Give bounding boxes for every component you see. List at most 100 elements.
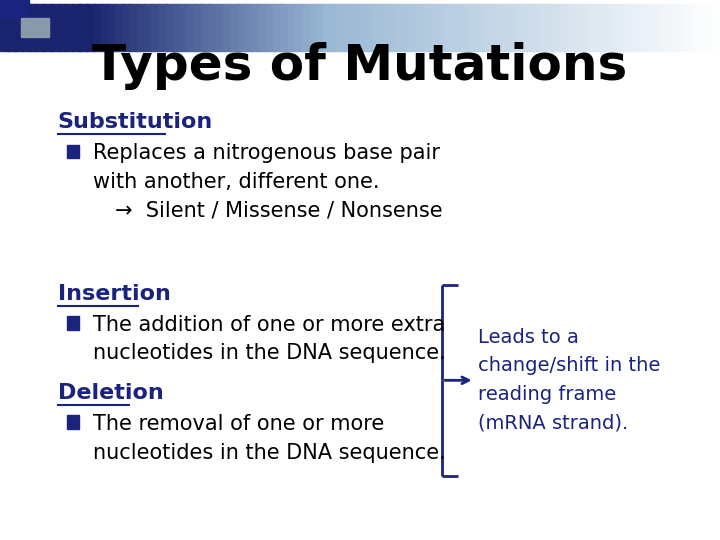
Bar — [575, 4, 584, 51]
Bar — [711, 4, 720, 51]
Bar — [0, 4, 9, 51]
Bar — [388, 4, 397, 51]
Text: The addition of one or more extra
nucleotides in the DNA sequence.: The addition of one or more extra nucleo… — [94, 315, 446, 363]
Bar — [503, 4, 512, 51]
Bar — [94, 4, 102, 51]
Bar — [67, 415, 79, 429]
Bar — [654, 4, 663, 51]
Bar — [72, 4, 81, 51]
Bar — [604, 4, 613, 51]
Bar — [683, 4, 692, 51]
Bar — [101, 4, 109, 51]
Bar — [65, 4, 73, 51]
Bar — [122, 4, 131, 51]
Bar — [130, 4, 138, 51]
Bar — [568, 4, 577, 51]
Bar — [590, 4, 598, 51]
Bar — [79, 4, 88, 51]
Bar — [381, 4, 390, 51]
Bar — [273, 4, 282, 51]
Bar — [640, 4, 649, 51]
Bar — [582, 4, 591, 51]
Bar — [338, 4, 346, 51]
Bar — [669, 4, 678, 51]
Bar — [518, 4, 526, 51]
Bar — [202, 4, 210, 51]
Bar — [474, 4, 483, 51]
Text: →  Silent / Missense / Nonsense: → Silent / Missense / Nonsense — [115, 200, 443, 220]
Bar — [662, 4, 670, 51]
Bar — [86, 4, 95, 51]
Bar — [294, 4, 303, 51]
Bar — [137, 4, 145, 51]
Bar — [115, 4, 124, 51]
Bar — [187, 4, 196, 51]
Bar — [50, 4, 59, 51]
Bar — [251, 4, 260, 51]
Bar — [0, 0, 29, 18]
Bar — [223, 4, 232, 51]
Bar — [374, 4, 382, 51]
Bar — [496, 4, 505, 51]
Bar — [395, 4, 404, 51]
Bar — [690, 4, 698, 51]
Bar — [302, 4, 310, 51]
Bar — [460, 4, 469, 51]
Text: Insertion: Insertion — [58, 284, 171, 303]
Bar — [525, 4, 534, 51]
Bar — [108, 4, 117, 51]
Bar — [280, 4, 289, 51]
Bar — [173, 4, 181, 51]
Bar — [67, 316, 79, 330]
Bar — [345, 4, 354, 51]
Bar — [697, 4, 706, 51]
Text: The removal of one or more
nucleotides in the DNA sequence.: The removal of one or more nucleotides i… — [94, 414, 446, 463]
Bar — [209, 4, 217, 51]
Bar — [287, 4, 296, 51]
Text: Substitution: Substitution — [58, 112, 213, 132]
Bar — [431, 4, 440, 51]
Bar — [446, 4, 454, 51]
Bar — [7, 4, 16, 51]
Bar — [58, 4, 66, 51]
Bar — [626, 4, 634, 51]
Bar — [546, 4, 555, 51]
Bar — [482, 4, 490, 51]
Text: Replaces a nitrogenous base pair
with another, different one.: Replaces a nitrogenous base pair with an… — [94, 143, 441, 192]
Bar — [611, 4, 620, 51]
Bar — [158, 4, 167, 51]
Bar — [532, 4, 541, 51]
Bar — [676, 4, 685, 51]
Bar — [424, 4, 433, 51]
Bar — [316, 4, 325, 51]
Bar — [366, 4, 375, 51]
Bar — [14, 4, 23, 51]
Bar — [561, 4, 570, 51]
Bar — [144, 4, 153, 51]
Bar — [244, 4, 253, 51]
Bar — [180, 4, 189, 51]
Bar — [67, 145, 79, 158]
Bar — [258, 4, 267, 51]
Text: Types of Mutations: Types of Mutations — [92, 42, 627, 90]
Bar — [417, 4, 426, 51]
Bar — [43, 4, 52, 51]
Bar — [266, 4, 274, 51]
Bar — [438, 4, 447, 51]
Bar — [410, 4, 418, 51]
Bar — [309, 4, 318, 51]
Bar — [554, 4, 562, 51]
Bar — [618, 4, 627, 51]
Bar — [359, 4, 368, 51]
Bar — [402, 4, 411, 51]
Bar — [216, 4, 225, 51]
Bar — [323, 4, 332, 51]
Bar — [453, 4, 462, 51]
Bar — [21, 18, 50, 37]
Bar — [597, 4, 606, 51]
Bar — [237, 4, 246, 51]
Bar — [151, 4, 160, 51]
Bar — [539, 4, 548, 51]
Bar — [166, 4, 174, 51]
Bar — [633, 4, 642, 51]
